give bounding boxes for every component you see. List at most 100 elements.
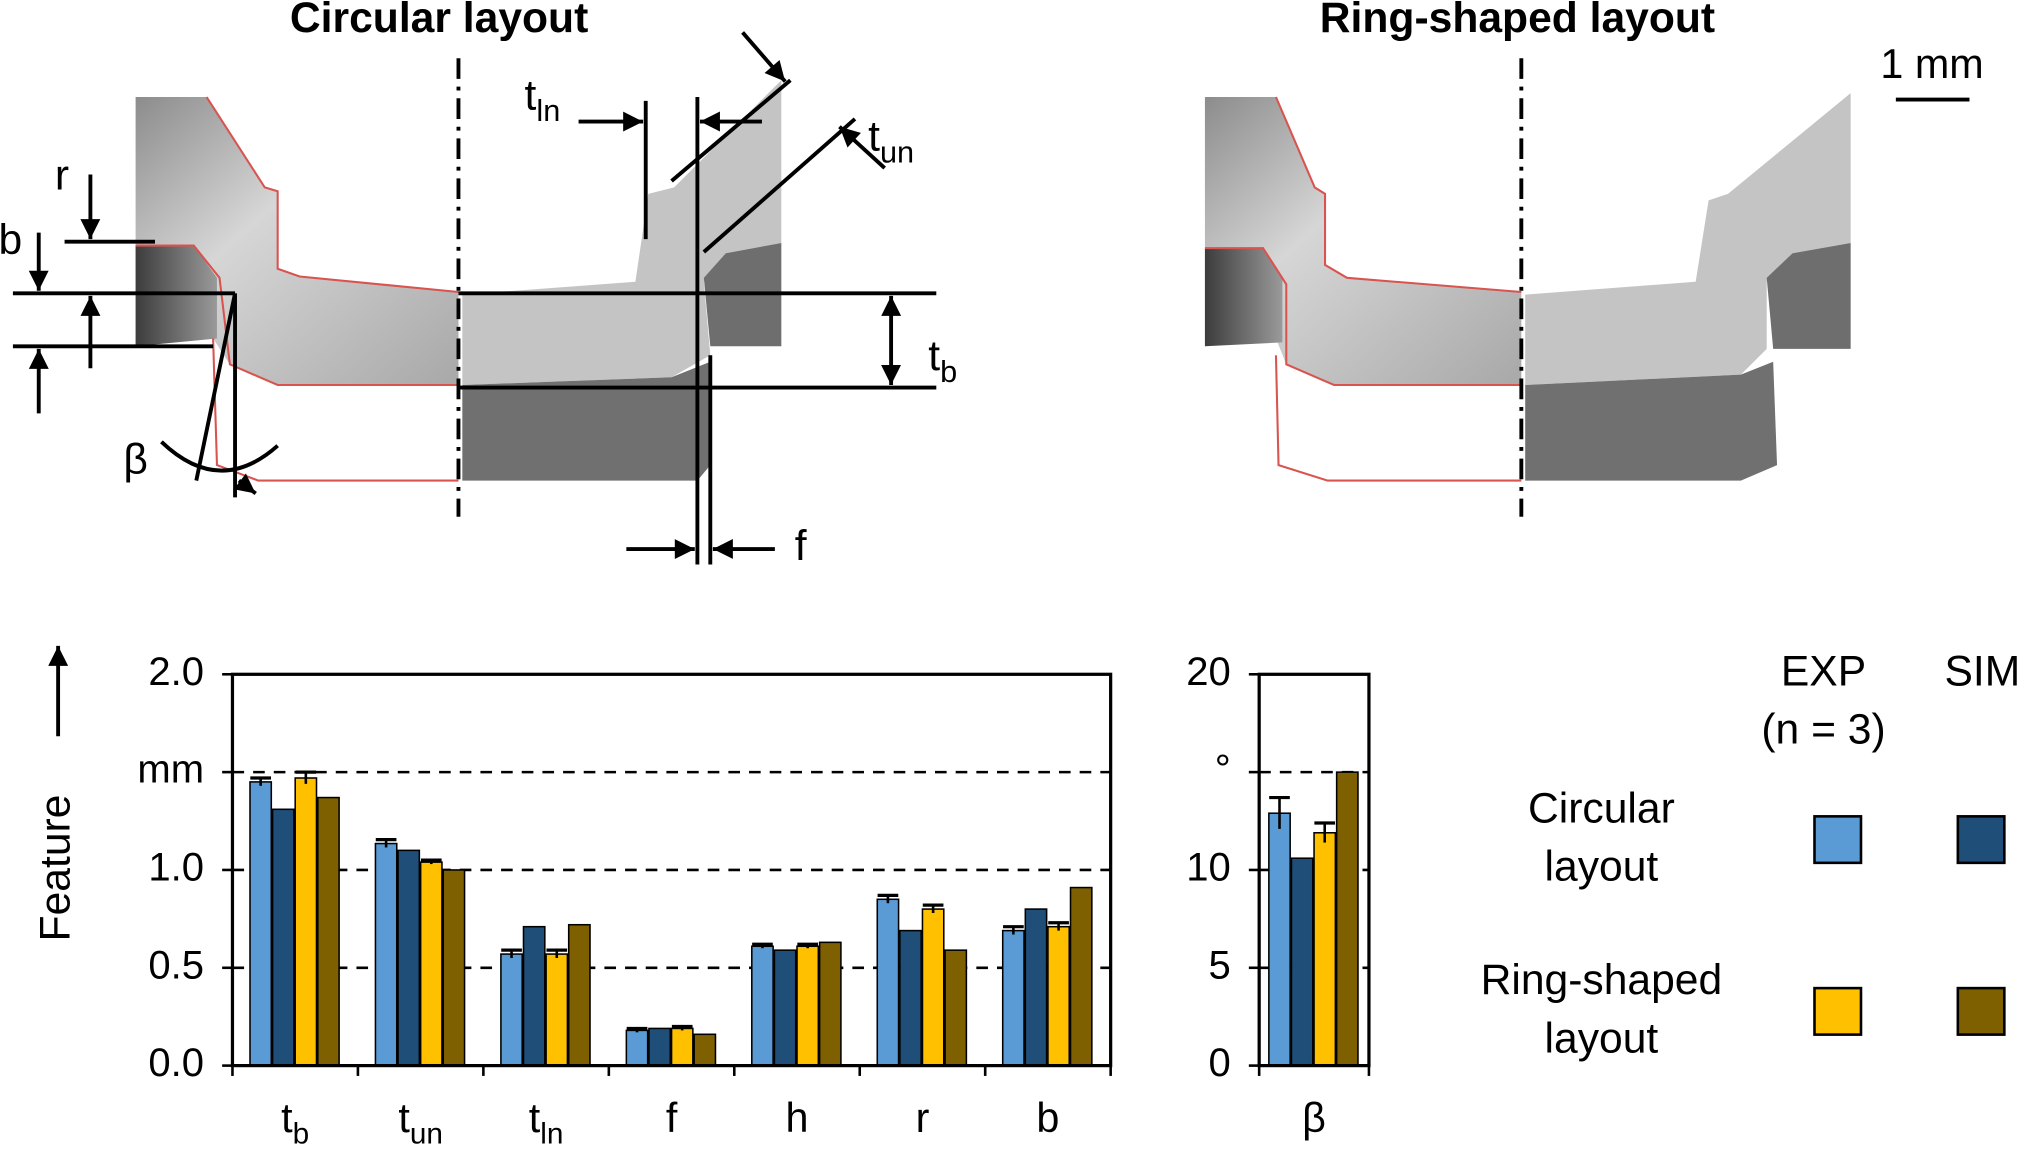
y-tick-label: mm <box>137 748 204 792</box>
dimension-label-part: t <box>868 113 880 161</box>
scale-bar-label: 1 mm <box>1880 41 1983 87</box>
dimension-lines <box>12 31 937 565</box>
micrograph-ring <box>1204 58 1851 517</box>
y-tick-label: 10 <box>1186 846 1231 890</box>
dimension-label-part: t <box>928 332 940 380</box>
error-bar <box>375 838 397 848</box>
x-tick-label-part: β <box>1302 1095 1326 1141</box>
dimension-label-part: t <box>525 72 537 120</box>
x-tick-label: tln <box>529 1095 564 1150</box>
bar <box>317 796 340 1067</box>
y-tick-label: 2.0 <box>148 650 204 694</box>
legend-swatch <box>1813 986 1863 1036</box>
dimension-label: b <box>0 216 22 264</box>
bar <box>1001 929 1025 1067</box>
x-tick-label: β <box>1302 1095 1326 1141</box>
x-tick-label-part: f <box>666 1095 678 1141</box>
y-tick-label: 0 <box>1208 1041 1230 1085</box>
panel-title: Ring-shaped layout <box>1320 0 1715 42</box>
panel-title: Circular layout <box>290 0 588 42</box>
x-tick-label: h <box>786 1095 809 1141</box>
x-tick-label: b <box>1036 1095 1059 1141</box>
error-bar <box>1314 821 1336 843</box>
error-bar <box>546 948 568 958</box>
x-tick-label-part: h <box>786 1095 809 1141</box>
error-bar <box>877 893 899 904</box>
error-bar <box>250 776 271 786</box>
legend-header: (n = 3) <box>1761 706 1885 754</box>
bar <box>921 908 945 1067</box>
bar <box>397 849 421 1067</box>
bar <box>1024 908 1048 1067</box>
error-bar <box>1048 921 1069 931</box>
bar <box>419 861 443 1067</box>
error-bar <box>1003 925 1024 935</box>
x-tick-label-part: t <box>529 1095 541 1141</box>
dimension-label: tun <box>868 113 914 170</box>
dimension-label-part: β <box>123 436 148 484</box>
legend-swatch <box>1813 815 1863 865</box>
x-tick-label: tb <box>281 1095 309 1150</box>
x-tick-label-part: t <box>281 1095 293 1141</box>
legend-swatch <box>1956 815 2006 865</box>
bar <box>899 929 922 1067</box>
bar <box>1069 886 1093 1067</box>
bar <box>1268 812 1291 1067</box>
legend-header: SIM <box>1944 648 2020 696</box>
y-tick-label: 0.0 <box>148 1041 204 1085</box>
error-bar <box>420 858 442 865</box>
x-tick-label-part: b <box>293 1117 310 1150</box>
bar <box>1290 857 1314 1067</box>
dimension-label-part: b <box>0 216 22 264</box>
bar <box>818 941 842 1067</box>
bar <box>751 945 774 1067</box>
bar <box>294 777 318 1067</box>
dimension-label-part: f <box>795 522 807 570</box>
bar <box>1047 925 1071 1067</box>
x-tick-label-part: ln <box>540 1117 563 1150</box>
error-bar <box>671 1024 693 1031</box>
legend-swatch <box>1956 986 2006 1036</box>
bar <box>500 953 523 1067</box>
dimension-label-part: r <box>55 152 69 200</box>
bar <box>648 1027 672 1067</box>
bar <box>545 953 569 1067</box>
legend-label: layout <box>1545 1014 1659 1062</box>
y-tick-label: 1.0 <box>148 846 204 890</box>
dimension-label: tln <box>525 72 561 129</box>
dimension-label: tb <box>928 332 957 389</box>
bar <box>374 842 398 1067</box>
dimension-label-part: b <box>940 354 957 389</box>
bar <box>249 781 273 1067</box>
legend-header: EXP <box>1781 648 1866 696</box>
legend-label: Circular <box>1528 784 1675 832</box>
x-tick-label-part: b <box>1036 1095 1059 1141</box>
x-tick-label-part: un <box>410 1117 443 1150</box>
plot-frame <box>1257 672 1371 1068</box>
y-tick-label: 0.5 <box>148 943 204 987</box>
bar <box>773 949 797 1067</box>
plot-frame <box>230 672 1113 1068</box>
dimension-label-part: un <box>880 135 914 170</box>
error-bar <box>1269 795 1290 829</box>
bar <box>693 1033 717 1067</box>
bar <box>442 869 466 1067</box>
bar <box>567 923 591 1067</box>
y-axis-label: Feature <box>31 795 79 942</box>
bar <box>625 1029 649 1067</box>
bar <box>271 808 295 1067</box>
y-tick-label: 20 <box>1186 650 1231 694</box>
bar <box>944 949 968 1067</box>
dimension-label: r <box>55 152 69 200</box>
x-tick-label: f <box>666 1095 678 1141</box>
y-tick-label: 5 <box>1208 943 1230 987</box>
micrograph-circular <box>135 58 782 517</box>
error-bar <box>295 770 317 784</box>
error-bar <box>501 948 522 958</box>
bar <box>522 925 546 1067</box>
dimension-label-part: ln <box>536 93 560 128</box>
bar <box>1335 771 1359 1067</box>
error-bar <box>922 903 944 913</box>
